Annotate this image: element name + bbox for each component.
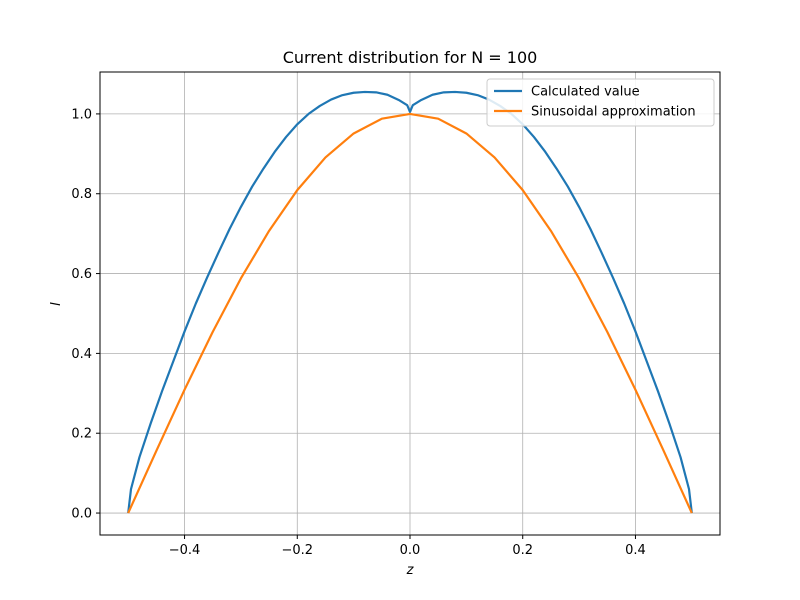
y-axis-label: I <box>49 302 64 306</box>
y-tick-label: 0.8 <box>71 187 92 202</box>
legend-label-1: Calculated value <box>531 85 640 100</box>
series-line-2 <box>127 112 693 514</box>
x-axis-label: z <box>406 563 415 578</box>
y-tick-label: 1.0 <box>71 107 92 122</box>
series-line-1 <box>127 90 693 514</box>
legend-label-2: Sinusoidal approximation <box>531 105 696 120</box>
y-tick-label: 0.2 <box>71 427 92 442</box>
y-axis-ticks: 0.0 0.2 0.4 0.6 0.8 1.0 <box>71 107 100 522</box>
y-tick-label: 0.6 <box>71 267 92 282</box>
series-group <box>127 90 693 514</box>
y-tick-label: 0.0 <box>71 507 92 522</box>
x-tick-label: 0.4 <box>625 543 646 558</box>
legend: Calculated value Sinusoidal approximation <box>486 78 715 127</box>
x-tick-label: −0.2 <box>281 543 313 558</box>
legend-box <box>486 78 715 127</box>
x-tick-label: 0.2 <box>512 543 533 558</box>
y-tick-label: 0.4 <box>71 347 92 362</box>
x-tick-label: 0.0 <box>400 543 421 558</box>
x-axis-ticks: −0.4 −0.2 0.0 0.2 0.4 <box>169 535 646 558</box>
chart-title: Current distribution for N = 100 <box>283 48 538 67</box>
x-tick-label: −0.4 <box>169 543 201 558</box>
